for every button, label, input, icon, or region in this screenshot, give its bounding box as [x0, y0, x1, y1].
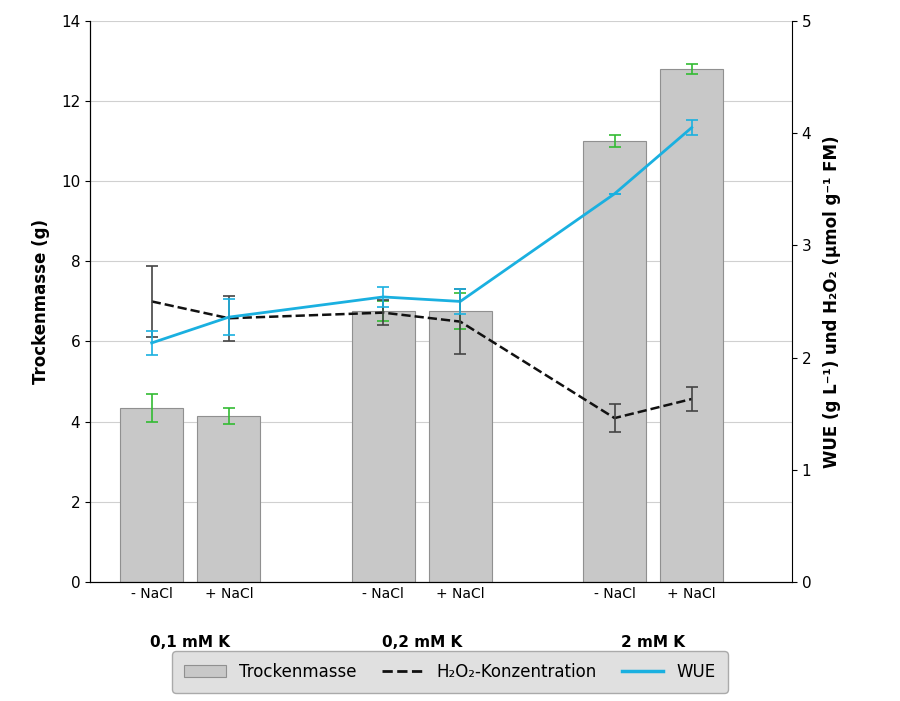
- Text: 2 mM K: 2 mM K: [621, 634, 685, 650]
- Y-axis label: WUE (g L⁻¹) und H₂O₂ (μmol g⁻¹ FM): WUE (g L⁻¹) und H₂O₂ (μmol g⁻¹ FM): [823, 135, 841, 468]
- Bar: [660, 69, 724, 582]
- Text: 0,2 mM K: 0,2 mM K: [382, 634, 462, 650]
- Text: 0,1 mM K: 0,1 mM K: [150, 634, 230, 650]
- Bar: [197, 416, 260, 582]
- Y-axis label: Trockenmasse (g): Trockenmasse (g): [32, 219, 50, 384]
- Bar: [583, 141, 646, 582]
- Bar: [120, 407, 184, 582]
- Bar: [428, 311, 492, 582]
- Bar: [352, 311, 415, 582]
- Legend: Trockenmasse, H₂O₂-Konzentration, WUE: Trockenmasse, H₂O₂-Konzentration, WUE: [173, 651, 727, 693]
